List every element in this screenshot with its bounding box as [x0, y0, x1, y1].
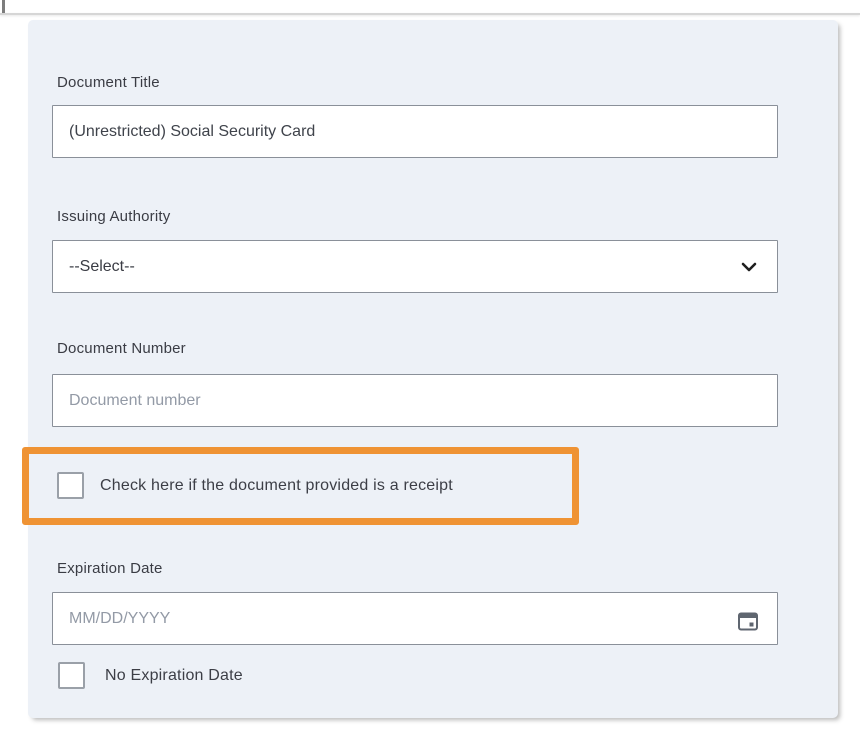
- outer-card-bottom-border: [0, 13, 860, 15]
- issuing-authority-selected-value: --Select--: [69, 257, 135, 275]
- document-number-input[interactable]: [52, 374, 778, 427]
- document-details-panel: Document Title Issuing Authority --Selec…: [22, 20, 838, 718]
- chevron-down-icon: [741, 262, 757, 272]
- expiration-date-input[interactable]: [52, 592, 778, 645]
- expiration-date-label: Expiration Date: [57, 560, 163, 577]
- outer-card-left-border: [2, 0, 5, 15]
- calendar-icon[interactable]: [736, 609, 760, 633]
- no-expiration-checkbox[interactable]: [58, 662, 85, 689]
- issuing-authority-select[interactable]: --Select--: [52, 240, 778, 293]
- receipt-checkbox[interactable]: [57, 472, 84, 499]
- no-expiration-checkbox-label[interactable]: No Expiration Date: [105, 667, 243, 684]
- document-number-label: Document Number: [57, 340, 186, 357]
- document-title-input[interactable]: [52, 105, 778, 158]
- document-title-label: Document Title: [57, 74, 160, 91]
- receipt-checkbox-label[interactable]: Check here if the document provided is a…: [100, 477, 453, 494]
- issuing-authority-label: Issuing Authority: [57, 208, 171, 225]
